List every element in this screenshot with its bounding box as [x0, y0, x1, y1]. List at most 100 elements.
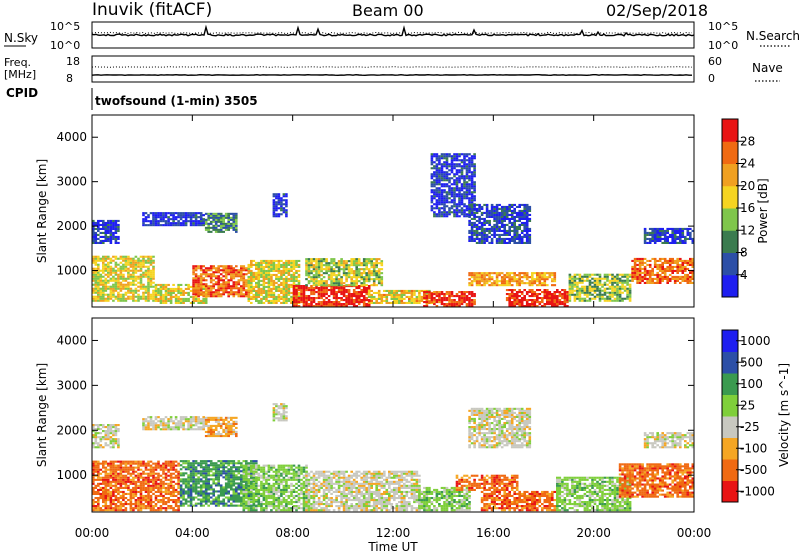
power-cell [443, 215, 446, 218]
power-cell [179, 297, 183, 300]
power-cell [470, 276, 474, 279]
power-cell [668, 267, 672, 270]
velocity-cell [149, 472, 153, 475]
power-cell [255, 275, 258, 278]
power-cell [360, 289, 363, 292]
power-cell [460, 209, 464, 212]
power-cell [515, 227, 519, 230]
power-cell [398, 293, 401, 296]
power-cell [636, 271, 639, 274]
velocity-cell [117, 468, 120, 471]
power-cell [365, 287, 368, 290]
power-cell [400, 299, 404, 302]
power-cell [473, 301, 476, 304]
power-cell [104, 223, 108, 226]
power-cell [546, 284, 549, 287]
velocity-cell [109, 509, 113, 512]
power-cell [327, 289, 331, 292]
power-cell [458, 291, 461, 294]
power-cell [209, 269, 213, 272]
power-cell [265, 289, 268, 292]
power-cell [470, 203, 474, 206]
power-cell [553, 291, 557, 294]
power-cell [583, 285, 587, 288]
power-cell [626, 295, 629, 298]
velocity-cell [92, 464, 95, 467]
power-cell [174, 293, 178, 296]
power-cell [533, 299, 537, 302]
power-cell [428, 301, 431, 304]
power-cell [245, 293, 248, 296]
power-cell [204, 218, 208, 221]
power-cell [450, 301, 454, 304]
power-cell [302, 301, 306, 304]
power-cell [307, 270, 311, 273]
power-cell [322, 272, 326, 275]
velocity-cell [119, 505, 123, 508]
power-cell [162, 285, 165, 288]
power-cell [623, 279, 627, 282]
power-cell [433, 301, 436, 304]
power-cell [618, 289, 622, 292]
power-cell [438, 171, 441, 174]
power-cell [227, 285, 230, 288]
power-cell [295, 285, 298, 288]
power-cell [202, 277, 205, 280]
power-cell [112, 219, 115, 222]
power-cell [357, 293, 361, 296]
power-cell [681, 279, 685, 282]
velocity-cell [124, 470, 128, 473]
power-cell [430, 299, 434, 302]
power-cell [290, 295, 293, 298]
power-cell [285, 293, 288, 296]
power-cell [325, 268, 328, 271]
power-cell [322, 268, 326, 271]
power-cell [255, 265, 258, 268]
power-cell [242, 285, 246, 288]
power-cell [167, 218, 170, 221]
power-cell [345, 295, 348, 298]
velocity-cell [154, 466, 158, 469]
power-cell [204, 275, 208, 278]
power-cell [525, 221, 529, 224]
power-cell [197, 281, 200, 284]
power-cell [192, 297, 195, 300]
power-cell [536, 299, 539, 302]
power-cell [94, 223, 98, 226]
power-cell [182, 214, 185, 217]
power-cell [556, 305, 559, 308]
power-cell [104, 267, 108, 270]
power-cell [646, 271, 649, 274]
power-cell [531, 305, 534, 308]
power-cell [631, 277, 634, 280]
velocity-cell [109, 499, 113, 502]
power-cell [295, 301, 298, 304]
power-cell [202, 265, 205, 268]
power-cell [265, 275, 268, 278]
velocity-cell [97, 501, 100, 504]
power-cell [152, 271, 155, 274]
power-cell [247, 279, 251, 282]
power-cell [500, 209, 504, 212]
power-cell [147, 283, 150, 286]
power-cell [689, 237, 692, 240]
power-cell [543, 293, 547, 296]
power-cell [270, 291, 273, 294]
power-cell [377, 282, 381, 285]
power-cell [330, 276, 333, 279]
power-cell [493, 235, 496, 238]
power-cell [470, 163, 474, 166]
power-cell [435, 213, 439, 216]
power-cell [199, 275, 203, 278]
velocity-cell [149, 507, 153, 510]
power-cell [671, 235, 674, 238]
power-cell [224, 275, 228, 278]
power-cell [433, 179, 436, 182]
power-cell [147, 259, 150, 262]
power-cell [292, 287, 296, 290]
power-cell [280, 203, 283, 206]
power-cell [433, 155, 436, 158]
power-cell [272, 213, 276, 216]
power-cell [317, 280, 321, 283]
power-cell [207, 285, 210, 288]
